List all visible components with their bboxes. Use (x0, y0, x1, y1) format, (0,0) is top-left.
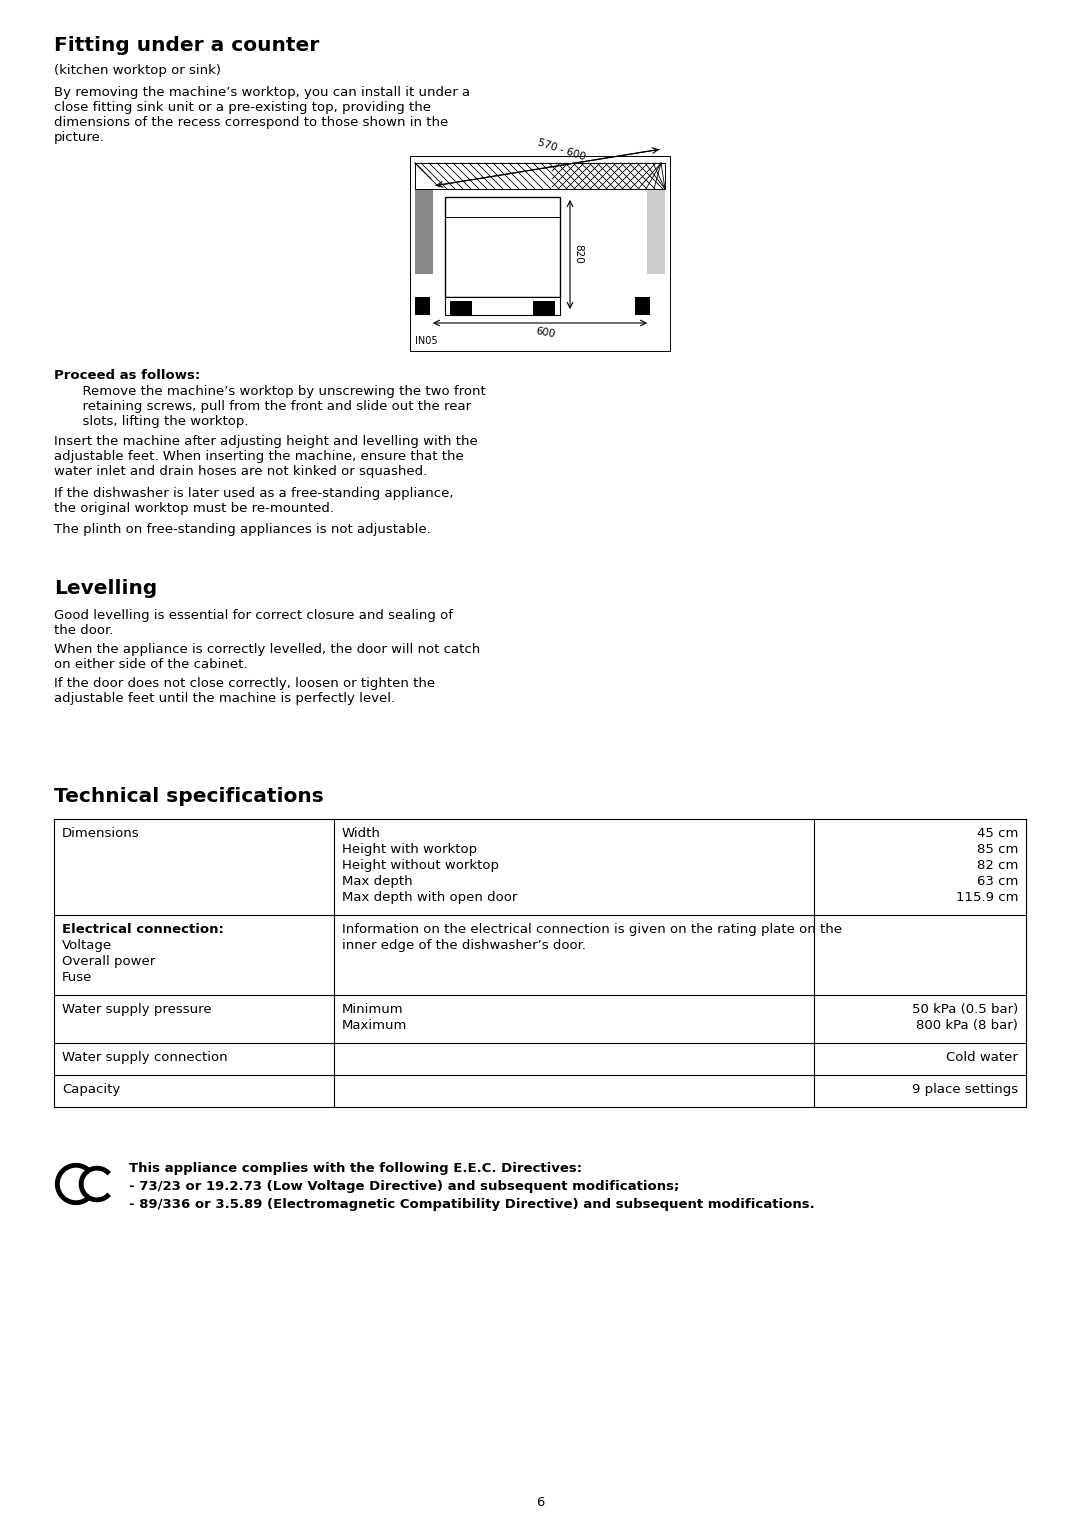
Text: Dimensions: Dimensions (62, 827, 139, 839)
Text: 82 cm: 82 cm (976, 859, 1018, 871)
Text: Water supply connection: Water supply connection (62, 1051, 228, 1064)
Text: Good levelling is essential for correct closure and sealing of
the door.: Good levelling is essential for correct … (54, 609, 453, 636)
Bar (445, 298, 561, 314)
Text: Fitting under a counter: Fitting under a counter (54, 37, 320, 55)
Text: Information on the electrical connection is given on the rating plate on the: Information on the electrical connection… (342, 923, 842, 935)
Text: If the door does not close correctly, loosen or tighten the
adjustable feet unti: If the door does not close correctly, lo… (54, 678, 435, 705)
Text: Height without worktop: Height without worktop (342, 859, 499, 871)
Text: IN05: IN05 (415, 336, 437, 346)
Text: When the appliance is correctly levelled, the door will not catch
on either side: When the appliance is correctly levelled… (54, 642, 481, 671)
Text: 45 cm: 45 cm (976, 827, 1018, 839)
Text: Electrical connection:: Electrical connection: (62, 923, 224, 935)
Bar (410, 156, 670, 351)
Text: - 73/23 or 19.2.73 (Low Voltage Directive) and subsequent modifications;: - 73/23 or 19.2.73 (Low Voltage Directiv… (129, 1180, 679, 1193)
Text: 115.9 cm: 115.9 cm (956, 891, 1018, 903)
Text: 600: 600 (535, 327, 555, 339)
Text: Water supply pressure: Water supply pressure (62, 1003, 212, 1016)
Bar (647, 166, 665, 275)
Text: 85 cm: 85 cm (976, 842, 1018, 856)
Text: Cold water: Cold water (946, 1051, 1018, 1064)
Text: If the dishwasher is later used as a free-standing appliance,
the original workt: If the dishwasher is later used as a fre… (54, 487, 454, 514)
Text: (kitchen worktop or sink): (kitchen worktop or sink) (54, 64, 221, 76)
Text: 800 kPa (8 bar): 800 kPa (8 bar) (916, 1019, 1018, 1032)
Text: Voltage: Voltage (62, 938, 112, 952)
Text: 63 cm: 63 cm (976, 874, 1018, 888)
Bar (415, 166, 433, 275)
Text: 6: 6 (536, 1495, 544, 1509)
Text: Max depth: Max depth (342, 874, 413, 888)
Bar (450, 301, 472, 314)
Text: Capacity: Capacity (62, 1083, 120, 1096)
Text: Technical specifications: Technical specifications (54, 787, 324, 806)
Text: Remove the machine’s worktop by unscrewing the two front
  retaining screws, pul: Remove the machine’s worktop by unscrewi… (75, 385, 486, 427)
Text: The plinth on free-standing appliances is not adjustable.: The plinth on free-standing appliances i… (54, 523, 431, 536)
Bar (415, 163, 665, 189)
Bar (534, 301, 555, 314)
Text: Levelling: Levelling (54, 578, 158, 598)
Bar (445, 197, 561, 298)
Text: inner edge of the dishwasher’s door.: inner edge of the dishwasher’s door. (342, 938, 586, 952)
Text: By removing the machine’s worktop, you can install it under a
close fitting sink: By removing the machine’s worktop, you c… (54, 85, 470, 143)
Text: Maximum: Maximum (342, 1019, 407, 1032)
Text: 50 kPa (0.5 bar): 50 kPa (0.5 bar) (912, 1003, 1018, 1016)
Text: Proceed as follows:: Proceed as follows: (54, 369, 200, 382)
Text: Width: Width (342, 827, 381, 839)
Bar (415, 298, 430, 314)
Text: Fuse: Fuse (62, 971, 93, 984)
Text: This appliance complies with the following E.E.C. Directives:: This appliance complies with the followi… (129, 1161, 582, 1175)
Text: 9 place settings: 9 place settings (912, 1083, 1018, 1096)
Text: Insert the machine after adjusting height and levelling with the
adjustable feet: Insert the machine after adjusting heigh… (54, 435, 477, 478)
Text: 820: 820 (573, 244, 583, 264)
Text: Height with worktop: Height with worktop (342, 842, 477, 856)
Text: Max depth with open door: Max depth with open door (342, 891, 517, 903)
Text: - 89/336 or 3.5.89 (Electromagnetic Compatibility Directive) and subsequent modi: - 89/336 or 3.5.89 (Electromagnetic Comp… (129, 1198, 814, 1212)
Text: Minimum: Minimum (342, 1003, 404, 1016)
Text: 570 - 600: 570 - 600 (537, 137, 588, 162)
Text: Overall power: Overall power (62, 955, 156, 967)
Bar (635, 298, 650, 314)
